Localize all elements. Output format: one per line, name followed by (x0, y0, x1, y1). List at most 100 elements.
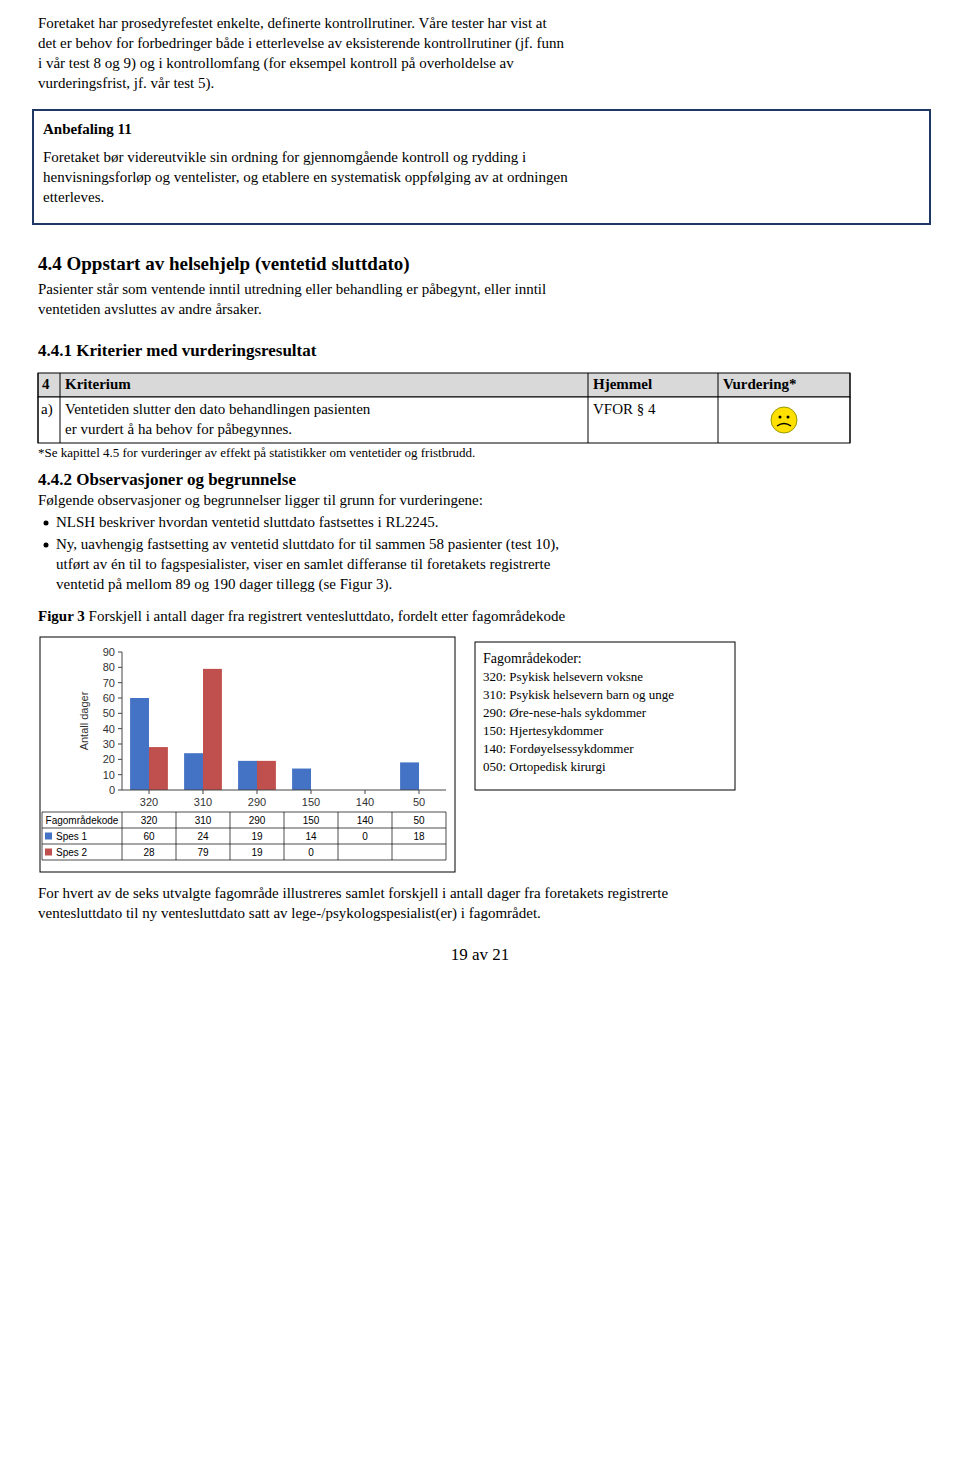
bullet-line: Ny, uavhengig fastsetting av ventetid sl… (56, 536, 559, 553)
box-line: etterleves. (43, 189, 104, 205)
figure-caption: Figur 3 Forskjell i antall dager fra reg… (38, 608, 565, 624)
legend-swatch (45, 849, 52, 856)
x-tick-label: 50 (413, 796, 425, 808)
y-tick (118, 652, 122, 653)
code-legend-box (475, 642, 735, 790)
section-line: ventetiden avsluttes av andre årsaker. (38, 301, 262, 317)
table-value: 0 (308, 847, 314, 858)
body-text: Følgende observasjoner og begrunnelser l… (38, 492, 483, 508)
table-category: 150 (303, 815, 320, 826)
table-line (42, 812, 446, 813)
x-tick (149, 790, 150, 794)
code-legend-line: 320: Psykisk helsevern voksne (483, 669, 643, 684)
table-value: 60 (143, 831, 155, 842)
page-background (0, 0, 960, 1458)
chart-frame (40, 637, 455, 872)
box-title: Anbefaling 11 (43, 121, 132, 137)
paragraph-line: vurderingsfrist, jf. vår test 5). (38, 75, 214, 92)
y-tick (118, 759, 122, 760)
section-line: Pasienter står som ventende inntil utred… (38, 281, 546, 297)
x-tick-label: 140 (356, 796, 374, 808)
table-value: 14 (305, 831, 317, 842)
bar-chart: 0102030405060708090Antall dager320310290… (42, 646, 446, 860)
smiley-eye (779, 416, 782, 419)
bar (203, 669, 222, 790)
table-header-text: Kriterium (65, 376, 131, 392)
assessment-smiley (771, 407, 797, 433)
bullet-line: ventetid på mellom 89 og 190 dager tille… (56, 576, 392, 593)
table-divider (718, 373, 719, 443)
bar (149, 747, 168, 790)
table-value: 24 (197, 831, 209, 842)
table-line (122, 812, 123, 860)
code-legend-line: 050: Ortopedisk kirurgi (483, 759, 606, 774)
bar (292, 769, 311, 790)
y-tick (118, 682, 122, 683)
x-tick-label: 320 (140, 796, 158, 808)
page: Foretaket har prosedyrefestet enkelte, d… (0, 0, 960, 1458)
x-tick (203, 790, 204, 794)
table-category: 320 (141, 815, 158, 826)
table-value: 19 (251, 831, 263, 842)
table-category: 290 (249, 815, 266, 826)
table-divider (850, 373, 851, 443)
table-line (446, 812, 447, 860)
table-cell: er vurdert å ha behov for påbegynnes. (65, 421, 292, 437)
bullet (44, 521, 49, 526)
legend-entry: Spes 2 (56, 847, 88, 858)
body-text: ventesluttdato til ny ventesluttdato sat… (38, 905, 541, 922)
table-line (42, 860, 446, 861)
x-tick (311, 790, 312, 794)
table-line (42, 812, 43, 860)
y-tick-label: 20 (103, 753, 115, 765)
table-header-text: Vurdering* (723, 376, 797, 392)
code-legend-line: 140: Fordøyelsessykdommer (483, 741, 634, 756)
x-tick (365, 790, 366, 794)
figure-caption-text: Forskjell i antall dager fra registrert … (85, 608, 566, 624)
x-tick-label: 310 (194, 796, 212, 808)
figure-label: Figur 3 (38, 608, 85, 624)
table-value: 79 (197, 847, 209, 858)
x-tick-label: 290 (248, 796, 266, 808)
y-axis-label: Antall dager (78, 691, 90, 750)
table-row (38, 397, 850, 443)
table-line (230, 812, 231, 860)
x-axis-label: Fagområdekode (46, 815, 119, 826)
code-legend-title: Fagområdekoder: (483, 651, 582, 666)
page-number: 19 av 21 (451, 945, 510, 964)
paragraph-line: det er behov for forbedringer både i ett… (38, 35, 565, 52)
body-text: For hvert av de seks utvalgte fagområde … (38, 885, 669, 901)
subsection-title: 4.4.2 Observasjoner og begrunnelse (38, 470, 296, 489)
x-tick (419, 790, 420, 794)
legend-swatch (45, 833, 52, 840)
x-tick (257, 790, 258, 794)
table-header-text: 4 (42, 376, 50, 392)
box-line: Foretaket bør videreutvikle sin ordning … (43, 149, 526, 165)
bar (130, 698, 149, 790)
table-divider (38, 373, 39, 443)
smiley-face (771, 407, 797, 433)
table-divider (588, 373, 589, 443)
table-line (284, 812, 285, 860)
paragraph-line: Foretaket har prosedyrefestet enkelte, d… (38, 15, 548, 31)
table-value: 18 (413, 831, 425, 842)
y-tick (118, 667, 122, 668)
y-tick-label: 30 (103, 738, 115, 750)
table-value: 0 (362, 831, 368, 842)
smiley-mouth (777, 424, 791, 427)
y-tick-label: 50 (103, 707, 115, 719)
y-tick (118, 774, 122, 775)
y-tick-label: 70 (103, 677, 115, 689)
table-cell: a) (41, 401, 53, 418)
y-axis (122, 652, 123, 790)
y-tick (118, 713, 122, 714)
bullet-line: NLSH beskriver hvordan ventetid sluttdat… (56, 514, 438, 530)
table-line (42, 844, 446, 845)
table-value: 28 (143, 847, 155, 858)
table-cell: Ventetiden slutter den dato behandlingen… (65, 401, 371, 417)
table-cell: VFOR § 4 (593, 401, 656, 417)
code-legend-line: 150: Hjertesykdommer (483, 723, 604, 738)
bar (257, 761, 276, 790)
table-line (338, 812, 339, 860)
y-tick (118, 790, 122, 791)
